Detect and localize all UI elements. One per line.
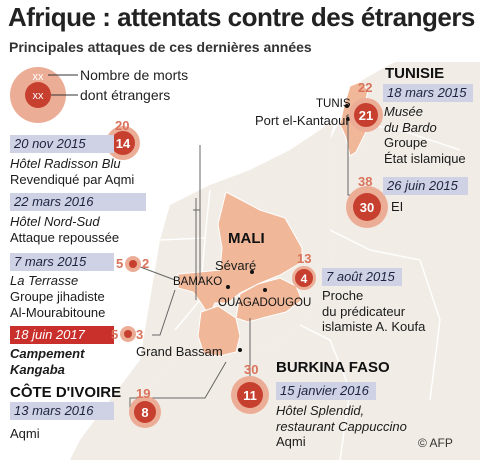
sevare-date: 7 août 2015: [322, 268, 402, 286]
city-bassam: Grand Bassam: [136, 344, 223, 359]
marker-bardo: 21: [349, 98, 383, 132]
radisson-date: 20 nov 2015: [10, 135, 114, 153]
west-africa-landmass: [130, 62, 480, 460]
burkina-shape: [235, 277, 303, 323]
city-bamako: BAMAKO: [173, 276, 223, 288]
kangaba-foreigners: 3: [136, 327, 144, 342]
nordsud-date: 22 mars 2016: [10, 193, 146, 211]
country-tunisie: TUNISIE: [385, 65, 445, 82]
bassam-date: 13 mars 2016: [10, 402, 114, 420]
tunis-dot: [345, 104, 349, 108]
country-burkina: BURKINA FASO: [276, 359, 390, 376]
splendid-claim: Aqmi: [276, 434, 306, 449]
splendid-deaths: 30: [244, 362, 259, 377]
marker-sousse-foreigners: 30: [360, 200, 374, 215]
marker-sevare-foreigners: 4: [301, 272, 308, 286]
radisson-deaths: 20: [115, 118, 130, 133]
radisson-place: Hôtel Radisson Blu: [10, 156, 121, 171]
port-dot: [346, 117, 350, 121]
nordsud-claim: Attaque repoussée: [10, 230, 120, 245]
city-ouaga: OUAGADOUGOU: [218, 297, 312, 309]
afp-credit: © AFP: [418, 436, 453, 450]
city-tunis: TUNIS: [316, 98, 351, 110]
bardo-claim: Groupe État islamique: [384, 135, 466, 166]
marker-bardo-foreigners: 21: [359, 108, 373, 123]
marker-sousse: 30: [346, 186, 388, 228]
marker-bassam: 8: [129, 396, 161, 428]
legend-outer-label: Nombre de morts: [80, 67, 189, 83]
sevare-claim: Proche du prédicateur islamiste A. Koufa: [322, 288, 426, 334]
sousse-deaths: 38: [358, 174, 373, 189]
bassam-dot: [238, 348, 242, 352]
terrasse-foreigners: 2: [142, 256, 150, 271]
city-port: Port el-Kantaoui: [255, 113, 349, 128]
marker-radisson: 14: [106, 126, 140, 160]
country-cote: CÔTE D'IVOIRE: [10, 384, 122, 401]
city-dots: [226, 104, 350, 352]
city-sevare: Sévaré: [215, 258, 257, 273]
splendid-place: Hôtel Splendid, restaurant Cappuccino: [276, 403, 407, 434]
legend-inner-text: xx: [33, 90, 45, 102]
marker-kangaba: [120, 326, 136, 342]
splendid-date: 15 janvier 2016: [276, 382, 376, 400]
bassam-deaths: 19: [136, 386, 151, 401]
legend-inner-label: dont étrangers: [80, 87, 171, 103]
legend-inner-marker: [25, 82, 51, 108]
sevare-dot: [250, 270, 254, 274]
bardo-place: Musée du Bardo: [384, 104, 437, 135]
sevare-deaths: 13: [297, 251, 312, 266]
kangaba-deaths: 5: [111, 327, 119, 342]
marker-terrasse: [125, 256, 141, 272]
sousse-date: 26 juin 2015: [383, 177, 468, 195]
bamako-dot: [226, 285, 230, 289]
page-subtitle: Principales attaques de ces dernières an…: [9, 39, 312, 55]
marker-bassam-foreigners: 8: [141, 405, 148, 420]
sousse-claim: EI: [391, 199, 404, 214]
cote-divoire-shape: [197, 305, 241, 357]
terrasse-claim: Groupe jihadiste Al-Mourabitoune: [10, 289, 106, 320]
kangaba-place: Campement Kangaba: [10, 346, 85, 377]
kangaba-date: 18 juin 2017: [10, 326, 114, 344]
terrasse-deaths: 5: [116, 256, 124, 271]
ouaga-dot: [263, 288, 267, 292]
radisson-claim: Revendiqué par Aqmi: [10, 172, 135, 187]
country-mali: MALI: [228, 230, 265, 247]
bardo-deaths: 22: [358, 80, 373, 95]
terrasse-place: La Terrasse: [10, 273, 79, 288]
terrasse-date: 7 mars 2015: [10, 253, 114, 271]
marker-splendid-foreigners: 11: [243, 388, 257, 403]
nordsud-place: Hôtel Nord-Sud: [10, 214, 100, 229]
bardo-date: 18 mars 2015: [383, 84, 473, 102]
legend-outer-text: xx: [33, 71, 45, 83]
marker-splendid: 11: [231, 376, 269, 414]
marker-radisson-foreigners: 14: [116, 136, 131, 151]
marker-sevare: 4: [292, 266, 316, 290]
page-title: Afrique : attentats contre des étrangers: [8, 2, 475, 32]
country-borders: [159, 119, 461, 460]
bassam-claim: Aqmi: [10, 426, 40, 441]
